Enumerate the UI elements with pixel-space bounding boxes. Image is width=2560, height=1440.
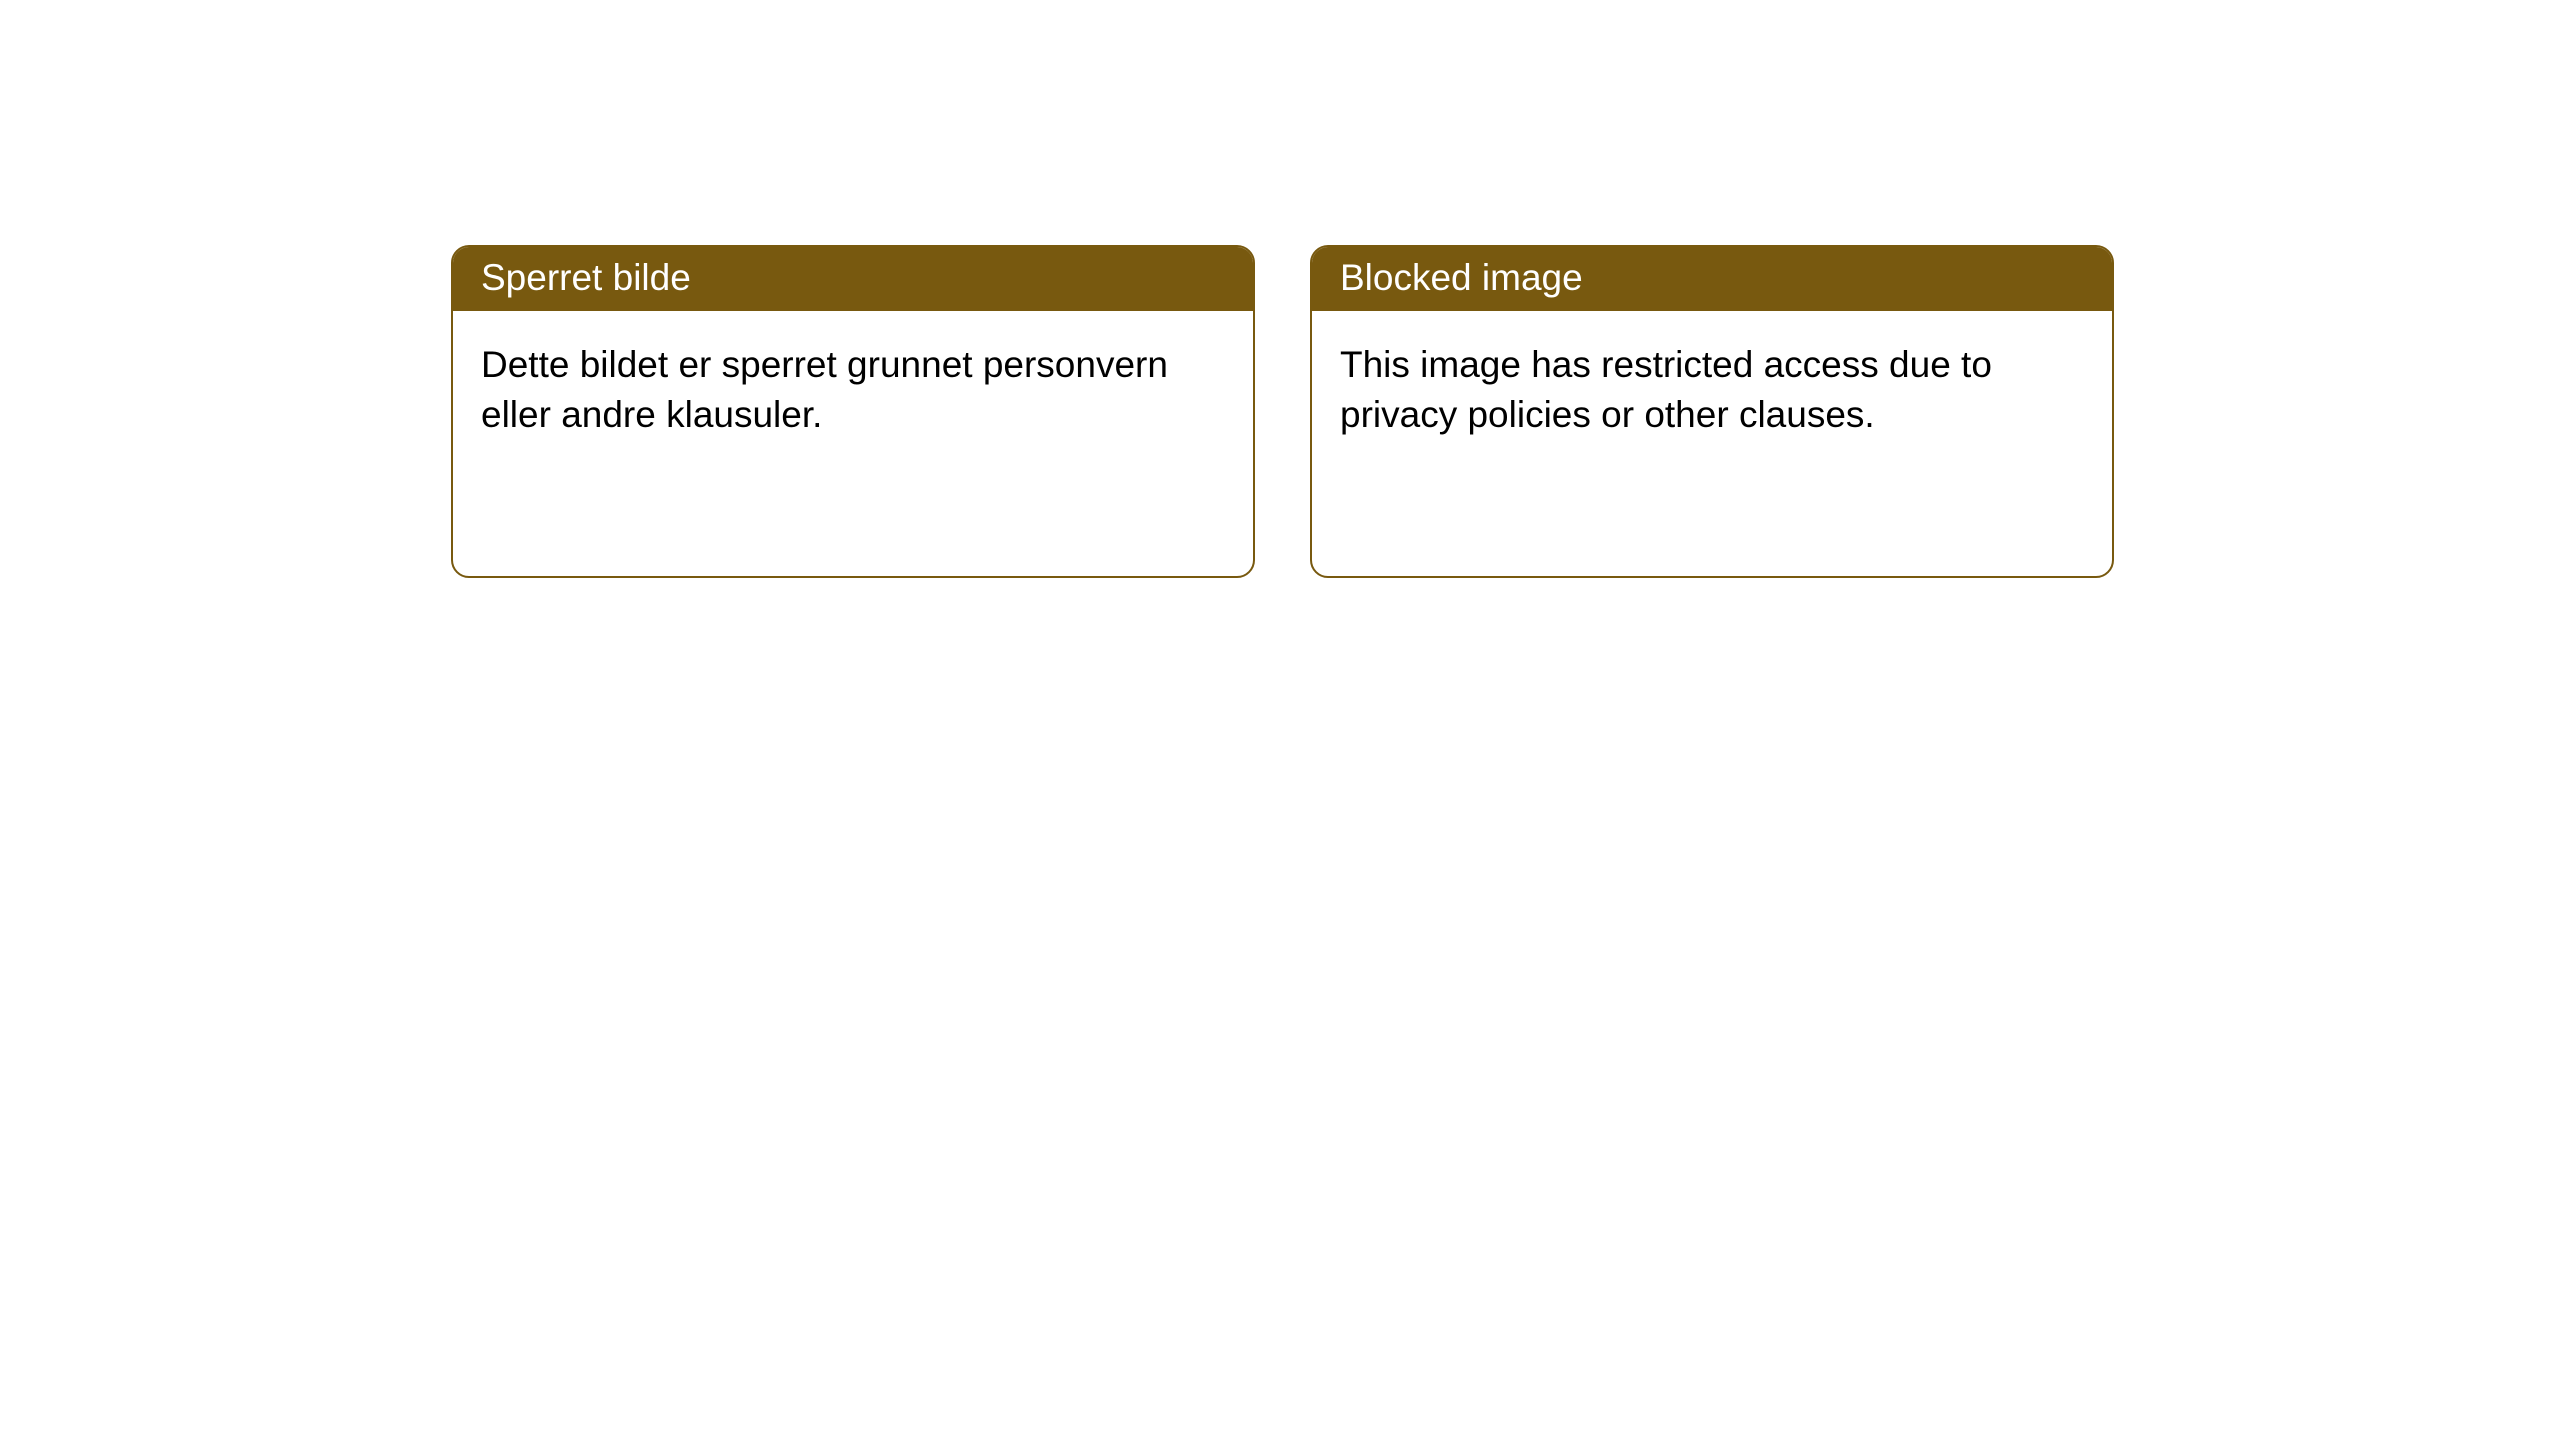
notice-card-norwegian: Sperret bilde Dette bildet er sperret gr… [451, 245, 1255, 578]
notice-header: Sperret bilde [453, 247, 1253, 311]
notice-container: Sperret bilde Dette bildet er sperret gr… [451, 245, 2114, 578]
notice-body: Dette bildet er sperret grunnet personve… [453, 311, 1253, 469]
notice-card-english: Blocked image This image has restricted … [1310, 245, 2114, 578]
notice-header: Blocked image [1312, 247, 2112, 311]
notice-body: This image has restricted access due to … [1312, 311, 2112, 469]
